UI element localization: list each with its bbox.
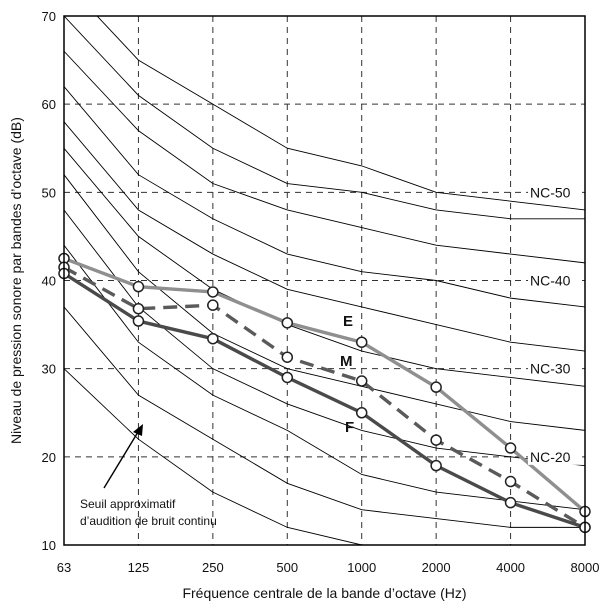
data-point-F [281, 371, 294, 384]
x-tick-label: 125 [128, 560, 150, 575]
annotation-line-1: Seuil approximatif [80, 497, 176, 511]
nc-curves [64, 16, 585, 545]
data-point-M [355, 375, 368, 387]
y-tick-label: 60 [42, 97, 56, 112]
x-tick-label: 63 [57, 560, 71, 575]
data-point-M [207, 299, 219, 311]
annotation-line-2: d’audition de bruit continu [80, 514, 217, 528]
nc-curve [64, 306, 585, 528]
nc-label-background [528, 270, 582, 289]
data-point-M [132, 302, 145, 315]
labels: NC-50 NC-40 NC-30 NC-20 E M F [340, 182, 582, 465]
x-tick-label: 1000 [347, 560, 376, 575]
nc-label: NC-50 [530, 184, 571, 200]
data-point-E [207, 286, 219, 298]
nc-curve [64, 244, 585, 511]
x-tick-label: 500 [276, 560, 298, 575]
nc-curve [64, 86, 585, 308]
y-tick-label: 40 [42, 274, 56, 289]
tick-labels: 63 125 250 500 1000 2000 4000 8000 10 20 30 40 50 60 7… [42, 9, 600, 575]
nc-curve [64, 368, 366, 545]
series-label-F: F [345, 419, 354, 436]
data-point-M [281, 351, 294, 363]
y-axis-title: Niveau de pression sonore par bandes d’o… [8, 117, 24, 444]
nc-curve [64, 174, 585, 431]
nc-curve [64, 50, 585, 264]
data-point-F [207, 332, 219, 345]
y-tick-label: 20 [42, 450, 56, 465]
y-tick-label: 70 [42, 9, 56, 24]
data-point-F [355, 407, 368, 419]
data-point-M [430, 434, 442, 446]
threshold-annotation: Seuil approximatif d’audition de bruit c… [80, 424, 217, 528]
x-tick-label: 250 [202, 560, 224, 575]
x-tick-label: 8000 [571, 560, 600, 575]
plot-frame [63, 15, 586, 546]
x-axis-title: Fréquence centrale de la bande d’octave … [182, 585, 466, 601]
data-point-F [504, 496, 517, 509]
nc-label-background [528, 182, 582, 201]
nc-label: NC-30 [530, 361, 571, 377]
nc-label: NC-20 [530, 449, 571, 465]
nc-label-background [528, 358, 582, 377]
annotation-arrowhead [133, 424, 143, 436]
y-tick-label: 10 [42, 538, 56, 553]
data-point-E [504, 442, 517, 454]
nc-curve [96, 16, 585, 211]
series-label-M: M [340, 353, 353, 370]
data-point-F [430, 459, 442, 472]
series-line-M [63, 265, 586, 529]
x-tick-label: 4000 [496, 560, 525, 575]
nc-curve [64, 121, 585, 352]
annotation-arrow [103, 431, 139, 489]
nc-curve [64, 147, 585, 387]
nc-label: NC-40 [530, 273, 571, 289]
data-point-M [504, 475, 517, 488]
x-tick-label: 2000 [422, 560, 451, 575]
series-line-F [63, 272, 586, 529]
grid [64, 16, 585, 545]
data-point-E [132, 280, 145, 293]
series-line-E [63, 256, 587, 513]
nc-curve [64, 16, 585, 220]
data-point-E [355, 336, 368, 348]
nc-curve [64, 209, 585, 467]
y-tick-label: 30 [42, 362, 56, 377]
y-tick-label: 50 [42, 185, 56, 200]
nc-label-background [528, 446, 582, 465]
series-label-E: E [343, 313, 353, 330]
data-point-E [430, 381, 442, 393]
data-point-E [281, 317, 294, 329]
series-lines [63, 256, 587, 529]
data-point-F [132, 315, 145, 327]
